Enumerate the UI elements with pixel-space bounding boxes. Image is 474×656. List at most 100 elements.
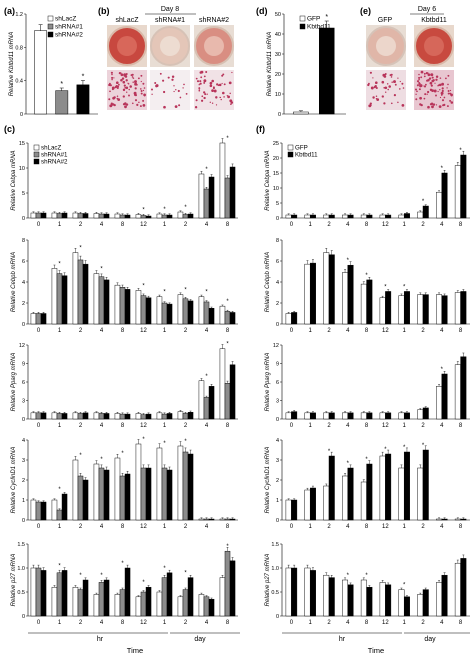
y-tick-label: 0 xyxy=(22,216,25,222)
bar xyxy=(366,279,373,325)
y-tick-label: 12 xyxy=(273,343,279,349)
x-tick-label: 1 xyxy=(309,222,313,228)
panel-letter-b: (b) xyxy=(98,6,110,16)
significance-star: * xyxy=(384,447,387,453)
y-tick-label: 6 xyxy=(22,380,25,386)
cell-dot xyxy=(215,96,218,99)
cell-dot xyxy=(122,80,126,84)
cell-dot xyxy=(397,77,399,79)
bar xyxy=(436,294,443,325)
bar xyxy=(51,412,58,420)
cell-dot xyxy=(374,81,378,85)
bar xyxy=(166,413,173,420)
legend-swatch xyxy=(287,144,294,151)
x-tick-label: 4 xyxy=(100,328,104,334)
bar xyxy=(56,572,63,617)
chart-d: 0 10 20 30 40 50 Relative Kbtbd11 mRNA * GFPKbtb… xyxy=(267,12,346,118)
cell-dot xyxy=(136,103,139,106)
bar xyxy=(114,413,121,420)
x-tick-label: 1 xyxy=(58,524,62,530)
bar xyxy=(140,215,147,219)
bar xyxy=(124,413,131,420)
x-tick-label: 12 xyxy=(140,524,147,530)
panel-e-label-1: GFP xyxy=(378,17,393,24)
bar xyxy=(93,463,100,521)
panel-e-header: Day 6 xyxy=(418,6,436,13)
cell-dot xyxy=(128,88,130,91)
cell-dot xyxy=(121,77,125,80)
cell-dot xyxy=(199,71,203,74)
y-axis-label: Relative Kbtbd11 mRNA xyxy=(9,32,15,97)
bar xyxy=(285,412,292,420)
cell-dot xyxy=(120,79,123,82)
x-tick-label: 12 xyxy=(382,222,389,228)
cell-dot xyxy=(381,95,384,98)
cell-dot xyxy=(198,89,201,92)
bar xyxy=(166,572,173,617)
cell-dot xyxy=(209,101,211,103)
x-tick-label: 1 xyxy=(58,423,62,429)
bar xyxy=(198,173,205,219)
significance-star: * xyxy=(184,288,187,294)
cell-dot xyxy=(415,98,418,101)
bar xyxy=(93,273,100,325)
micro-dots-e xyxy=(367,70,454,109)
cell-dot xyxy=(173,90,175,93)
cell-dot xyxy=(375,95,378,97)
xaxis-day-right: day xyxy=(424,636,436,643)
x-tick-label: 8 xyxy=(459,620,463,626)
y-tick-label: 0 xyxy=(276,322,279,328)
x-tick-label: 1 xyxy=(309,524,313,530)
cell-dot xyxy=(142,82,145,85)
bar xyxy=(385,584,392,617)
cell-dot xyxy=(110,71,113,74)
x-tick-label: 2 xyxy=(327,423,331,429)
cell-dot xyxy=(393,94,396,97)
cell-dot xyxy=(447,74,450,77)
bar xyxy=(114,213,121,219)
y-tick-label: 1.5 xyxy=(271,542,279,548)
cell-dot xyxy=(179,96,182,99)
x-tick-label: 2 xyxy=(79,222,83,228)
bar xyxy=(403,412,410,420)
bar xyxy=(119,214,126,219)
bar xyxy=(135,290,142,325)
bar xyxy=(417,409,424,420)
cell-dot xyxy=(203,96,206,100)
bar xyxy=(203,518,210,521)
bar xyxy=(103,469,110,521)
y-tick-label: 0.8 xyxy=(15,45,23,51)
bar xyxy=(360,283,367,325)
cell-dot xyxy=(369,102,372,105)
cell-dot xyxy=(222,73,225,76)
y-tick-label: 2 xyxy=(276,301,279,307)
bar xyxy=(77,259,84,325)
cell-dot xyxy=(431,79,435,83)
bar xyxy=(187,213,194,219)
x-tick-label: 0 xyxy=(37,620,41,626)
x-tick-label: 2 xyxy=(184,328,188,334)
panel-letter-d: (d) xyxy=(256,6,268,16)
significance-star: * xyxy=(422,199,425,205)
cell-dot xyxy=(372,96,375,99)
cell-dot xyxy=(111,88,114,91)
cell-dot xyxy=(221,82,223,85)
x-tick-label: 4 xyxy=(205,524,209,530)
x-tick-label: 4 xyxy=(100,222,104,228)
bar xyxy=(342,214,349,219)
bar xyxy=(398,295,405,325)
cell-dot xyxy=(427,72,429,74)
bar xyxy=(82,263,89,325)
cell-dot xyxy=(419,84,423,88)
y-axis-label: Relative Cebpa mRNA xyxy=(265,150,271,210)
cell-dot xyxy=(430,84,433,87)
cell-dot xyxy=(123,73,127,77)
y-tick-label: 0 xyxy=(276,417,279,423)
cell-dot xyxy=(173,85,175,87)
bar xyxy=(229,312,236,325)
x-tick-label: 2 xyxy=(184,222,188,228)
cell-dot xyxy=(221,74,224,77)
y-tick-label: 0.5 xyxy=(17,590,25,596)
